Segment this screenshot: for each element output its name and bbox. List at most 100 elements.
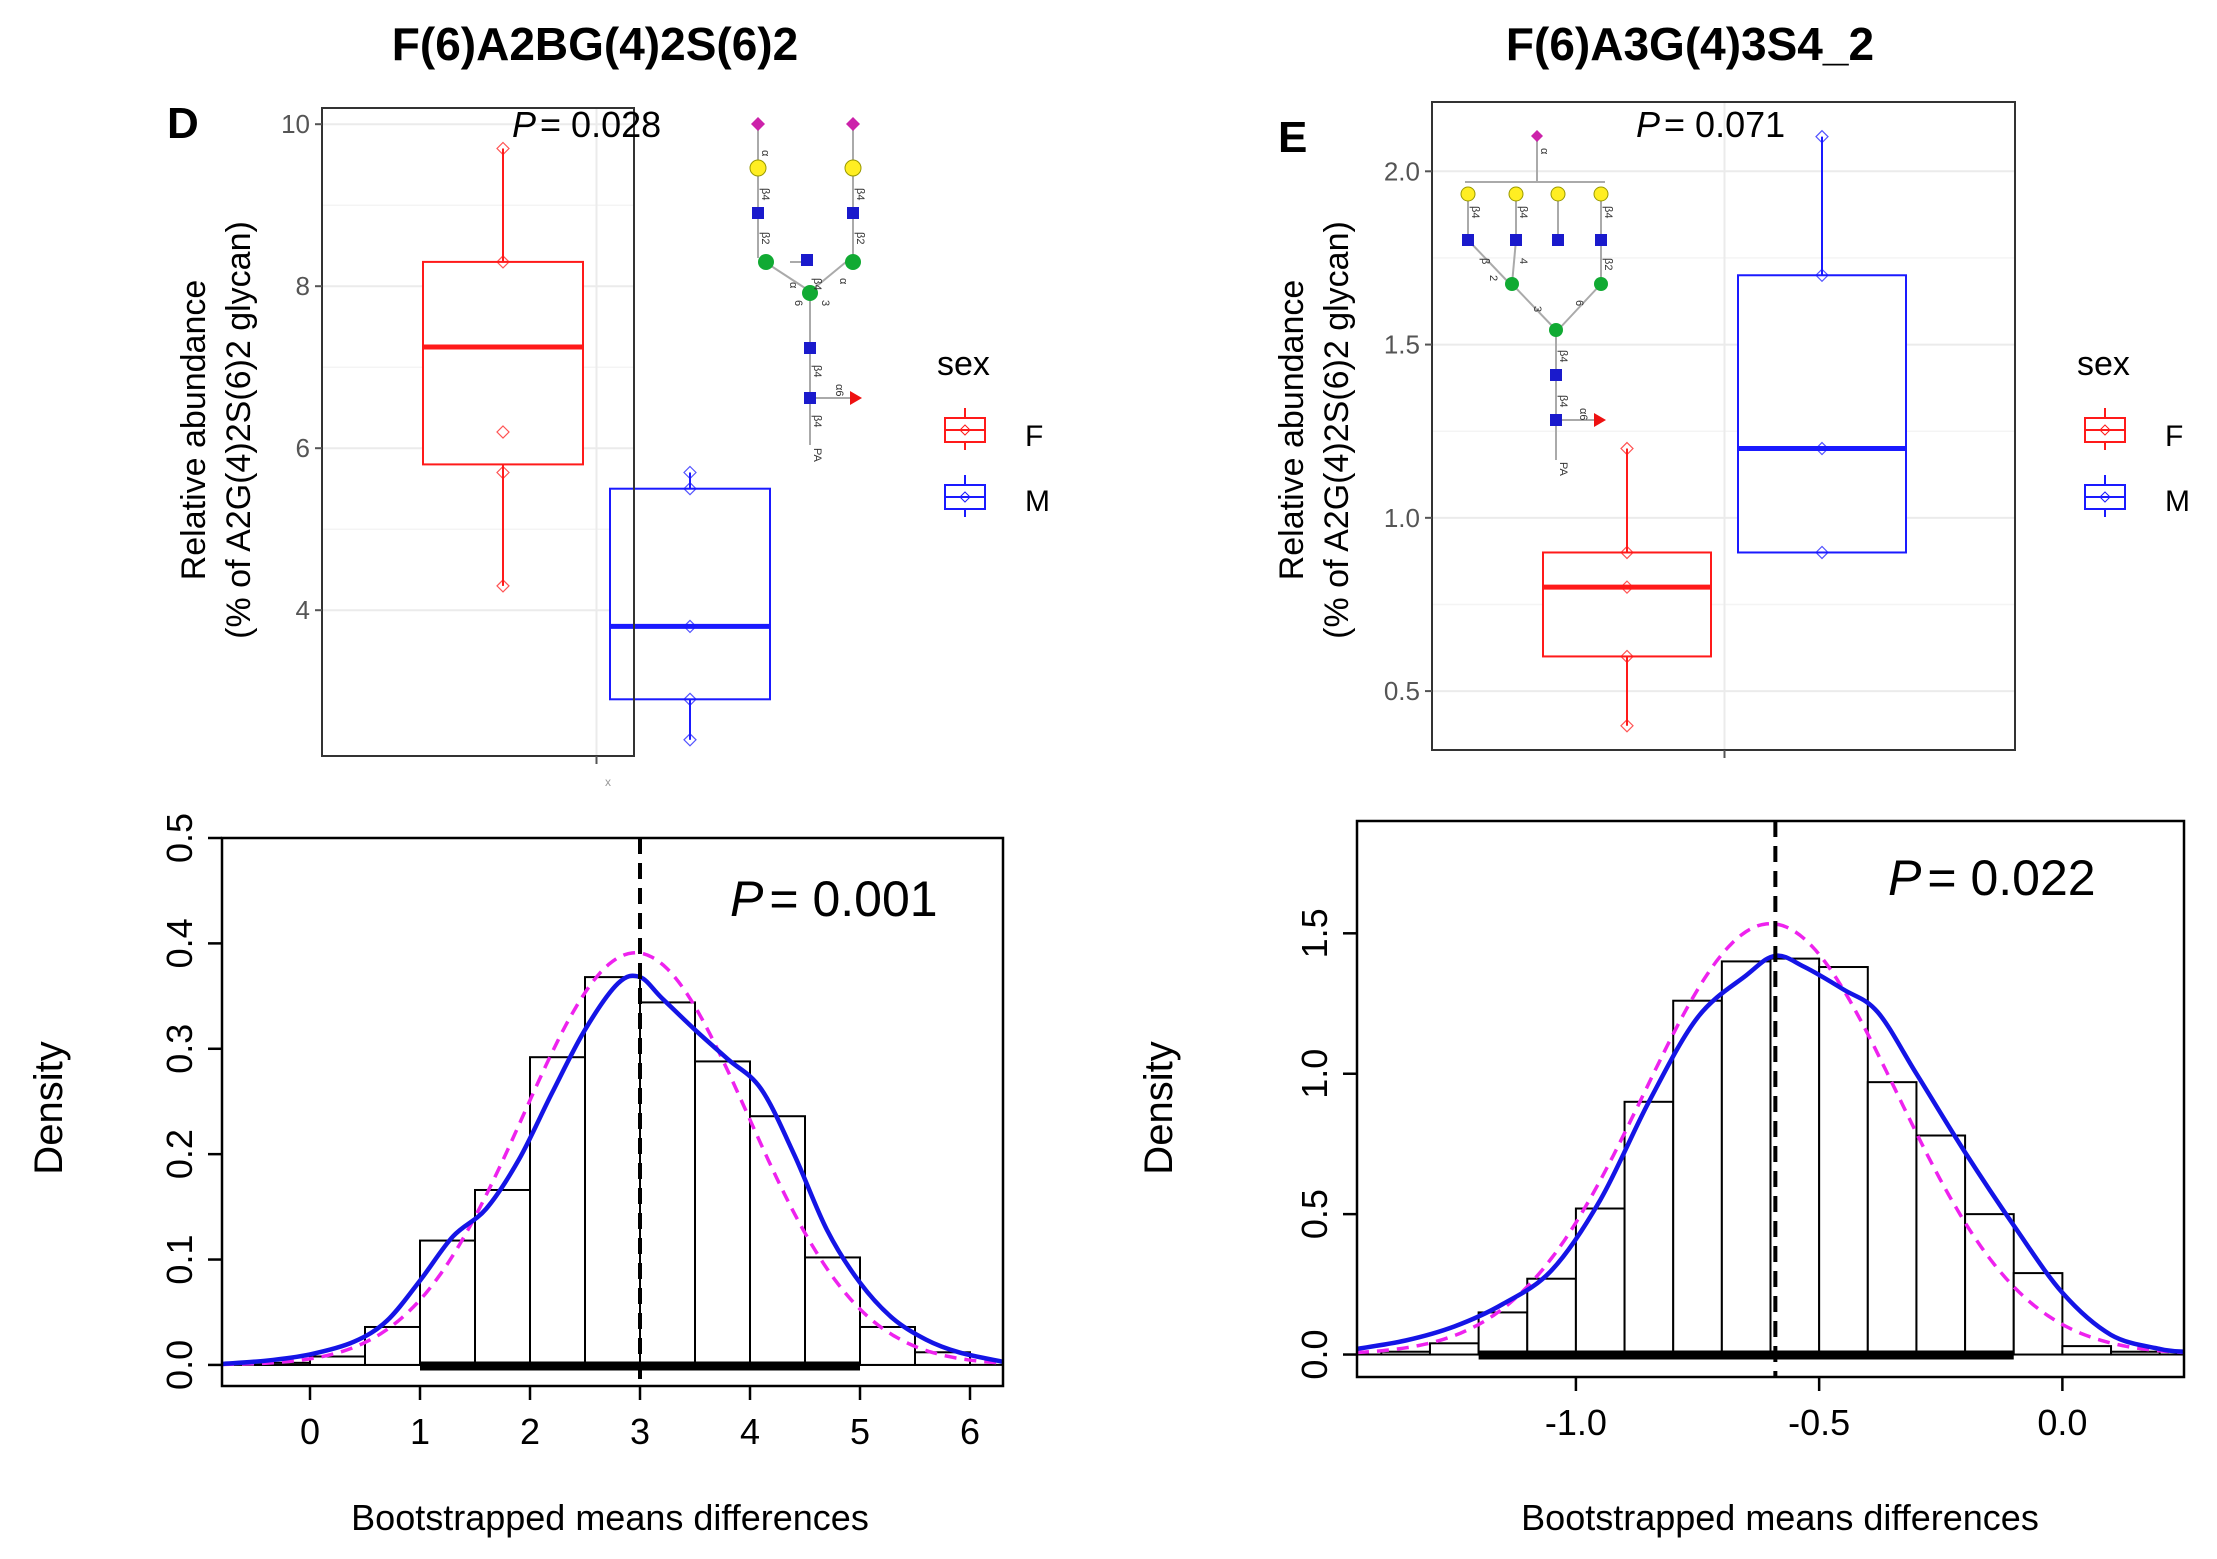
box-M	[1737, 274, 1907, 554]
density-curve	[221, 973, 1004, 1367]
glycan-structure-D: α β4 β2 α β4 β2 α β4 6 3 β4 β4 α6 PA	[749, 117, 866, 463]
glycan-label: α	[837, 278, 849, 285]
glycan-label: β2	[854, 232, 866, 244]
histogram-E: Density Bootstrapped means differences -…	[1137, 819, 2186, 1538]
point-F	[1620, 441, 1634, 456]
glycan-glcnac-icon	[804, 392, 816, 404]
p-number-hist-E: = 0.022	[1927, 850, 2095, 906]
point-M	[1815, 129, 1829, 144]
legend-title-D: sex	[937, 345, 990, 383]
hist-ticks-E: -1.0 -0.5 0.0 0.0 0.5 1.0 1.5	[1294, 908, 2087, 1443]
xtick-label: -0.5	[1788, 1402, 1850, 1443]
legend-title-E: sex	[2077, 345, 2130, 383]
xlabel-hist-E: Bootstrapped means differences	[1521, 1497, 2039, 1538]
ytick-label: 1.0	[1294, 1049, 1335, 1099]
box-marks-D	[422, 141, 771, 747]
glycan-label: 6	[1573, 300, 1585, 306]
p-number-hist-D: = 0.001	[769, 871, 937, 927]
ytick-label: 1.5	[1294, 908, 1335, 958]
ytick-label: 0.2	[159, 1129, 200, 1179]
glycan-label: β4	[1557, 350, 1569, 362]
legend-E: sex F M	[2077, 345, 2190, 518]
ytick-label: 0.5	[159, 813, 200, 863]
density-curve	[1356, 953, 2185, 1354]
glycan-label: 3	[1531, 306, 1543, 312]
hist-bar	[2110, 1350, 2161, 1356]
ytick-label: 0.0	[159, 1340, 200, 1390]
ytick-label: 0.3	[159, 1024, 200, 1074]
xtick-label-D: x	[605, 775, 611, 789]
ylabel-D-line2: (% of A2G(4)2S(6)2 glycan)	[220, 221, 258, 639]
point-M	[683, 619, 697, 634]
xtick-label: 2	[520, 1411, 540, 1452]
hist-bar	[749, 1115, 806, 1366]
ytick-label: 8	[296, 271, 310, 301]
point-M	[683, 481, 697, 496]
hist-bar	[1380, 1350, 1431, 1356]
glycan-fucose-icon	[850, 391, 862, 405]
point-M	[683, 732, 697, 747]
glycan-label: β2	[759, 232, 771, 244]
hist-bar	[2061, 1345, 2113, 1356]
hist-bars-D	[222, 976, 1003, 1366]
glycan-label: β4	[1602, 206, 1614, 218]
xtick-label: 5	[850, 1411, 870, 1452]
ytick-label: 1.5	[1384, 330, 1420, 360]
glycan-label: 3	[819, 300, 831, 306]
glycan-label: α	[759, 150, 771, 157]
hist-bar	[1866, 1081, 1918, 1356]
xlabel-hist-D: Bootstrapped means differences	[351, 1497, 869, 1538]
hist-bar	[1964, 1213, 2015, 1356]
panel-letter-D: D	[167, 99, 199, 148]
point-F	[496, 465, 510, 480]
point-F	[1620, 718, 1634, 733]
ytick-label: 2.0	[1384, 156, 1420, 186]
ytick-label: 6	[296, 433, 310, 463]
hist-bar	[1477, 1311, 1529, 1356]
p-number-D: = 0.028	[540, 104, 661, 145]
glycan-label: 6	[792, 300, 804, 306]
hist-bar	[584, 976, 641, 1366]
legend-label-F-D: F	[1025, 420, 1043, 453]
ylabel-E-line2: (% of A2G(4)2S(6)2 glycan)	[1318, 221, 1356, 639]
legend-D: sex F M	[937, 345, 1050, 518]
p-label-E: P	[1636, 104, 1660, 145]
legend-label-M-D: M	[1025, 485, 1050, 518]
boxplot-D: D Relative abundance (% of A2G(4)2S(6)2 …	[167, 99, 1050, 789]
hist-bar	[1818, 966, 1869, 1356]
hist-bar	[694, 1060, 751, 1366]
point-F	[496, 255, 510, 269]
xtick-label: 1	[410, 1411, 430, 1452]
p-value-E: P = 0.071	[1636, 104, 1785, 145]
glycan-diamond-icon	[846, 117, 860, 131]
glycan-mannose-icon	[758, 254, 774, 270]
glycan-diamond-icon	[751, 117, 765, 131]
plot-border-hist-E	[1355, 819, 2186, 1379]
ytick-label: 10	[281, 109, 310, 139]
glycan-label: α6	[833, 384, 845, 396]
box-M	[609, 487, 771, 701]
glycan-label: β4	[854, 188, 866, 200]
glycan-glcnac-icon	[847, 207, 859, 219]
p-value-hist-D: P = 0.001	[730, 871, 938, 927]
ylabel-hist-E: Density	[1137, 1041, 1181, 1174]
panel-border-D	[321, 107, 635, 757]
hist-bar	[1428, 1342, 1480, 1356]
glycan-label: β4	[811, 365, 823, 377]
box-F	[422, 260, 584, 466]
glycan-label: β4	[1469, 206, 1481, 218]
hist-bar	[1574, 1207, 1626, 1356]
glycan-label: β	[1479, 258, 1491, 264]
glycan-glcnac-icon	[752, 207, 764, 219]
ylabel-D-line1: Relative abundance	[175, 280, 213, 581]
xtick-label: 0	[300, 1411, 320, 1452]
ytick-label: 0.1	[159, 1235, 200, 1285]
point-M	[683, 465, 697, 480]
ylabel-E-line1: Relative abundance	[1273, 280, 1311, 581]
glycan-label: β4	[1557, 395, 1569, 407]
glycan-label: β2	[1602, 258, 1614, 270]
point-F	[1620, 580, 1634, 594]
point-F	[496, 425, 510, 439]
glycan-structure-E: α β4 β4 β4 β 2 4 β2 6 3 β4 β4 α6 PA	[1460, 130, 1614, 477]
